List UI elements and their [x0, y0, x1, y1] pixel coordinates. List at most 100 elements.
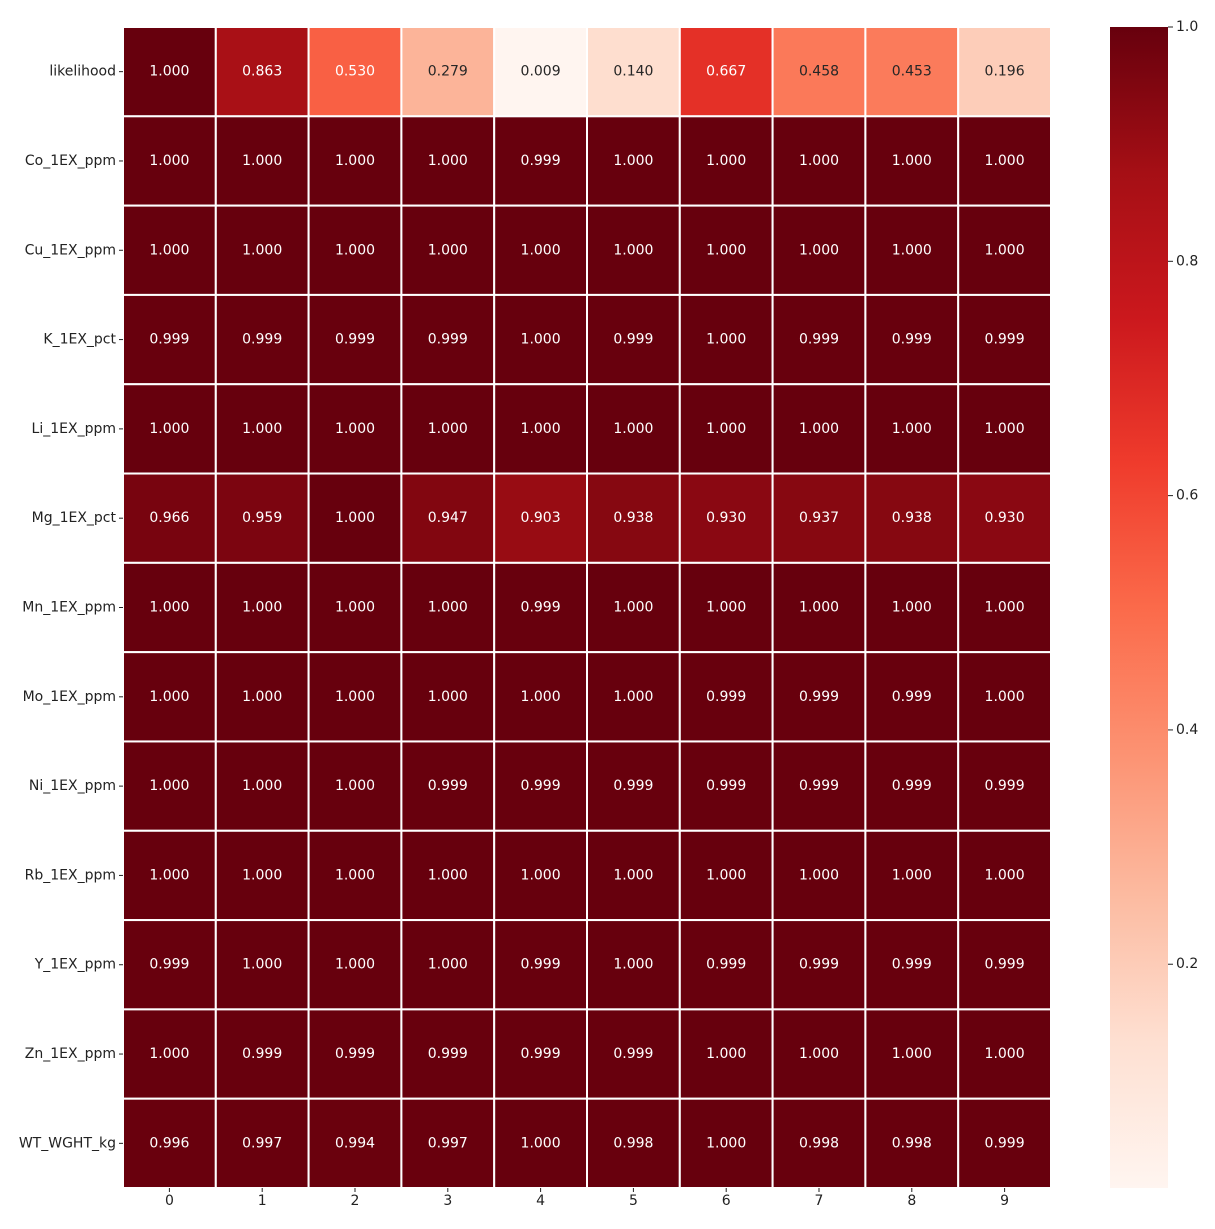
cell-value-label: 1.000 — [242, 689, 282, 705]
colorbar-tick-label: 0.8 — [1176, 253, 1198, 269]
colorbar — [1110, 27, 1168, 1188]
heatmap-cell — [493, 1008, 589, 1100]
cell-value-label: 1.000 — [892, 421, 932, 437]
heatmap-cell — [678, 204, 774, 296]
cell-value-label: 0.196 — [985, 64, 1025, 80]
cell-value-label: 1.000 — [892, 153, 932, 169]
heatmap-cell — [400, 651, 496, 743]
cell-value-label: 1.000 — [892, 867, 932, 883]
cell-value-label: 0.999 — [799, 332, 839, 348]
heatmap-cell — [214, 1097, 310, 1189]
cell-value-label: 1.000 — [149, 689, 189, 705]
colorbar-tick-label: 0.2 — [1176, 956, 1198, 972]
heatmap-cell — [864, 293, 960, 386]
y-tick-label: likelihood — [49, 64, 116, 80]
cell-value-label: 1.000 — [892, 600, 932, 616]
x-tick-label: 8 — [907, 1193, 916, 1209]
cell-value-label: 1.000 — [428, 153, 468, 169]
cell-value-label: 0.938 — [613, 510, 653, 526]
cell-value-label: 1.000 — [706, 1135, 746, 1151]
heatmap-cell — [586, 651, 681, 743]
cell-value-label: 1.000 — [613, 242, 653, 258]
colorbar-ticks: 0.2 0.4 0.6 0.8 1.0 — [1168, 19, 1198, 972]
heatmap-cell — [678, 919, 774, 1011]
cell-value-label: 0.999 — [892, 778, 932, 794]
colorbar-tick-label: 0.4 — [1176, 722, 1198, 738]
cell-value-label: 1.000 — [149, 600, 189, 616]
heatmap-cell — [771, 115, 867, 207]
cell-value-label: 1.000 — [335, 242, 375, 258]
y-tick-label: Y_1EX_ppm — [34, 957, 116, 973]
heatmap-cell — [214, 204, 310, 296]
heatmap-cell — [586, 115, 681, 207]
heatmap-cell — [400, 561, 496, 654]
heatmap-cell — [307, 1097, 403, 1189]
heatmap-cell — [957, 115, 1053, 207]
heatmap-cell — [586, 472, 681, 564]
heatmap-cell — [678, 115, 774, 207]
cell-value-label: 1.000 — [706, 421, 746, 437]
y-tick-label: Cu_1EX_ppm — [25, 242, 116, 258]
y-tick-label: K_1EX_pct — [43, 332, 116, 348]
cell-value-label: 0.959 — [242, 510, 282, 526]
x-tick-label: 9 — [1000, 1193, 1009, 1209]
cell-value-label: 0.999 — [985, 1135, 1025, 1151]
cell-value-label: 1.000 — [892, 1046, 932, 1062]
cell-value-label: 1.000 — [242, 867, 282, 883]
colorbar-tick-label: 0.6 — [1176, 488, 1198, 504]
cell-value-label: 0.994 — [335, 1135, 375, 1151]
heatmap-cell — [957, 829, 1053, 922]
cell-value-label: 1.000 — [335, 957, 375, 973]
cell-value-label: 0.453 — [892, 64, 932, 80]
cell-value-label: 1.000 — [149, 778, 189, 794]
heatmap-cell — [493, 651, 589, 743]
x-tick-label: 2 — [351, 1193, 360, 1209]
heatmap-cell — [678, 1097, 774, 1189]
cell-value-label: 0.938 — [892, 510, 932, 526]
cell-value-label: 0.999 — [985, 778, 1025, 794]
cell-value-label: 1.000 — [335, 421, 375, 437]
cell-value-label: 1.000 — [985, 153, 1025, 169]
y-tick-label: Co_1EX_ppm — [25, 153, 116, 169]
cell-value-label: 1.000 — [521, 242, 561, 258]
heatmap-cell — [864, 740, 960, 832]
heatmap-cell — [957, 561, 1053, 654]
heatmap-cell — [214, 26, 310, 118]
cell-value-label: 0.999 — [892, 957, 932, 973]
heatmap-cell — [678, 383, 774, 475]
heatmap-cell — [864, 115, 960, 207]
cell-value-label: 0.999 — [613, 1046, 653, 1062]
heatmap-cell — [122, 1097, 217, 1189]
cell-value-label: 1.000 — [428, 957, 468, 973]
heatmap-cell — [678, 829, 774, 922]
heatmap-cell — [957, 26, 1053, 118]
cell-value-label: 1.000 — [335, 778, 375, 794]
heatmap-cell — [307, 383, 403, 475]
heatmap-cell — [678, 651, 774, 743]
heatmap-cell — [771, 26, 867, 118]
heatmap-cell — [957, 383, 1053, 475]
cell-value-label: 0.999 — [521, 778, 561, 794]
heatmap-cell — [771, 651, 867, 743]
cell-value-label: 1.000 — [799, 867, 839, 883]
heatmap-cell — [586, 561, 681, 654]
heatmap-cells — [122, 26, 1053, 1189]
cell-value-label: 1.000 — [242, 421, 282, 437]
heatmap-cell — [586, 26, 681, 118]
cell-value-label: 0.930 — [985, 510, 1025, 526]
cell-value-label: 0.999 — [706, 778, 746, 794]
cell-value-label: 1.000 — [428, 242, 468, 258]
cell-value-label: 0.999 — [428, 1046, 468, 1062]
heatmap-cell — [586, 829, 681, 922]
heatmap-cell — [307, 204, 403, 296]
cell-value-label: 1.000 — [985, 867, 1025, 883]
cell-value-label: 1.000 — [521, 332, 561, 348]
heatmap-cell — [771, 1097, 867, 1189]
cell-value-label: 1.000 — [613, 689, 653, 705]
heatmap-cell — [122, 829, 217, 922]
heatmap-cell — [307, 472, 403, 564]
cell-value-label: 0.999 — [706, 957, 746, 973]
cell-value-label: 0.998 — [892, 1135, 932, 1151]
y-axis-tick-labels: likelihood Co_1EX_ppm Cu_1EX_ppm K_1EX_pct L… — [19, 64, 123, 1151]
cell-value-label: 1.000 — [985, 242, 1025, 258]
